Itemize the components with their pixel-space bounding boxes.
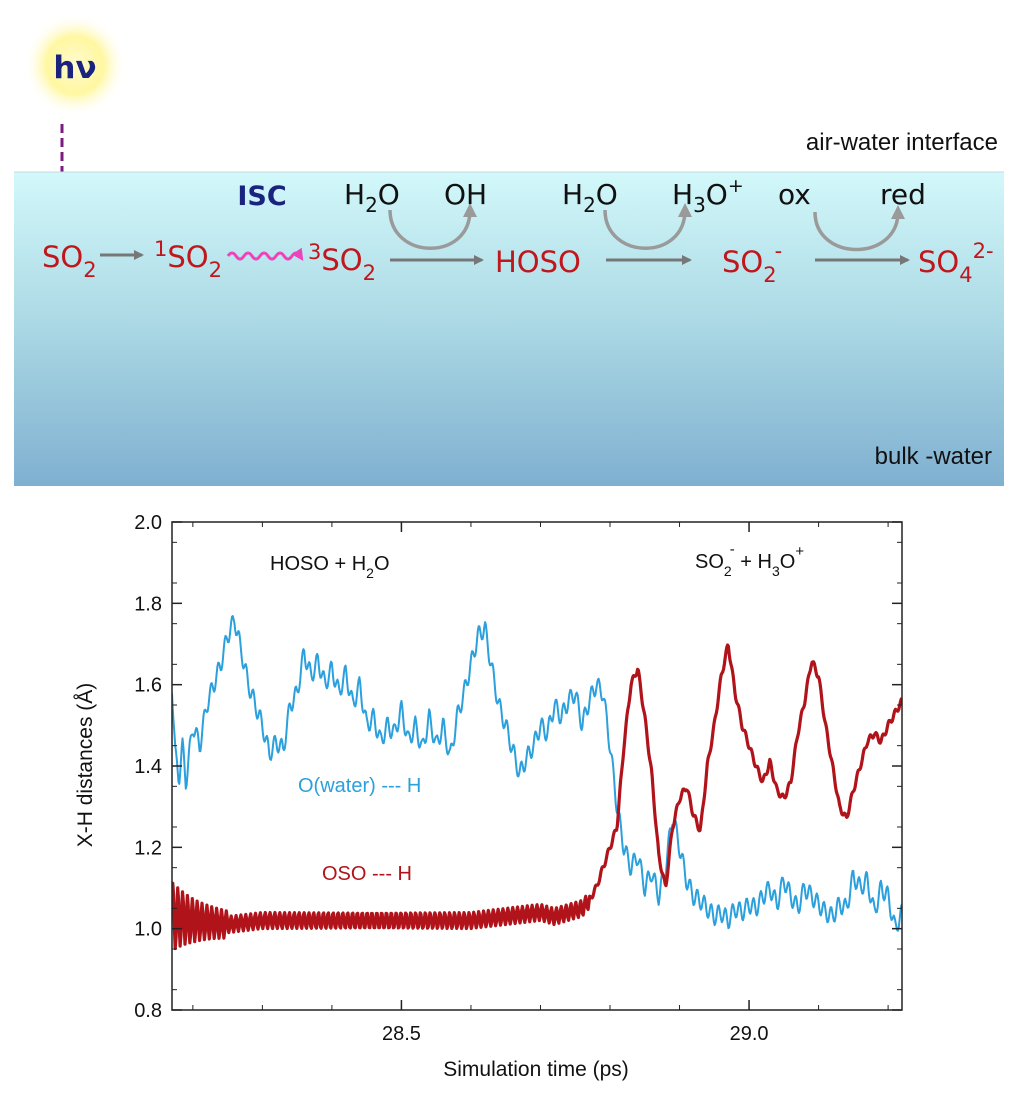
species-singlet-so2: 1SO2 bbox=[154, 237, 222, 282]
product-red: red bbox=[880, 178, 926, 211]
series-label-oso: OSO --- H bbox=[322, 863, 412, 885]
interface-label: air-water interface bbox=[806, 129, 998, 156]
reactant-ox: ox bbox=[778, 178, 811, 211]
curved-arrow-h2o-oh bbox=[388, 203, 477, 250]
y-tick-label: 0.8 bbox=[134, 1000, 162, 1022]
series-line-owater-h bbox=[172, 615, 902, 932]
x-axis-title: Simulation time (ps) bbox=[443, 1058, 629, 1081]
x-tick-label: 29.0 bbox=[730, 1023, 769, 1045]
y-tick-label: 1.8 bbox=[134, 593, 162, 615]
reaction-scheme: hν air-water interface bulk -water ISC S… bbox=[14, 13, 1004, 486]
y-axis-title: X-H distances (Å) bbox=[74, 683, 97, 848]
y-tick-label: 1.2 bbox=[134, 837, 162, 859]
sun-glow bbox=[23, 13, 127, 117]
bulk-water-label: bulk -water bbox=[875, 443, 992, 470]
annotation-products: SO2- + H3O+ bbox=[695, 541, 804, 579]
y-tick-label: 1.6 bbox=[134, 675, 162, 697]
annotation-reactants: HOSO + H2O bbox=[270, 553, 390, 581]
photon-label: hν bbox=[53, 50, 96, 86]
y-tick-label: 2.0 bbox=[134, 512, 162, 534]
product-h3o: H3O+ bbox=[672, 175, 744, 217]
species-triplet-so2: 3SO2 bbox=[308, 240, 376, 285]
y-tick-label: 1.0 bbox=[134, 919, 162, 941]
water-layer bbox=[14, 172, 1004, 486]
series-label-water: O(water) --- H bbox=[298, 775, 421, 797]
isc-wavy-arrow bbox=[226, 247, 304, 261]
x-tick-label: 28.5 bbox=[382, 1023, 421, 1045]
reactant-h2o-2: H2O bbox=[562, 178, 618, 217]
species-sulfate: SO42- bbox=[918, 239, 994, 287]
y-tick-label: 1.4 bbox=[134, 756, 162, 778]
isc-label: ISC bbox=[237, 181, 286, 212]
series-line-oso-h bbox=[172, 643, 902, 951]
species-hoso: HOSO bbox=[495, 245, 581, 279]
species-so2-anion: SO2- bbox=[722, 239, 782, 287]
curved-arrow-ox-red bbox=[813, 205, 905, 252]
reactant-h2o-1: H2O bbox=[344, 178, 400, 217]
curved-arrow-h2o-h3o bbox=[603, 203, 692, 250]
product-oh: OH bbox=[444, 178, 487, 211]
species-so2: SO2 bbox=[42, 240, 97, 282]
